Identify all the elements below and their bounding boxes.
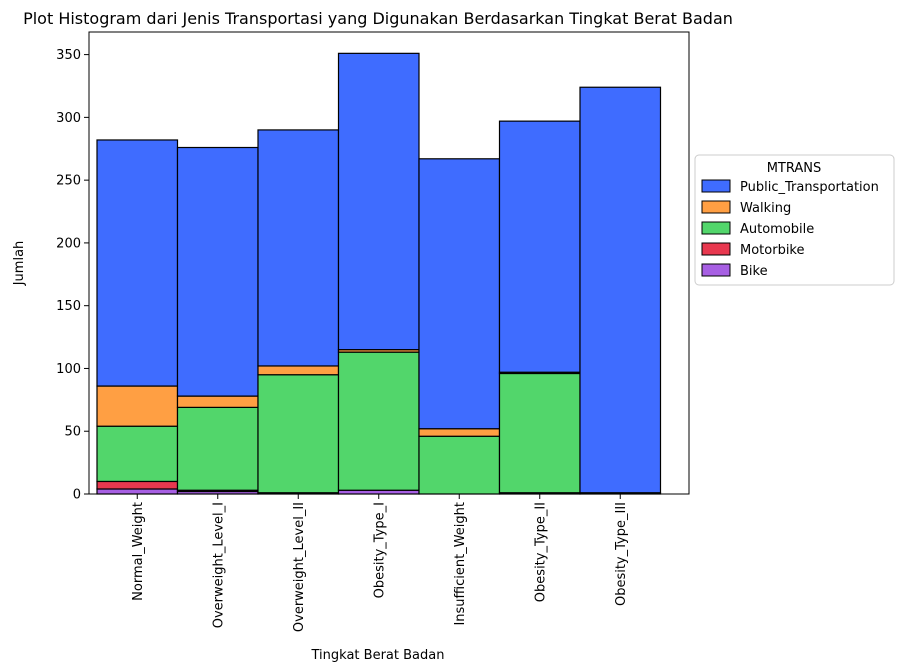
bar-automobile-obesity_type_ii <box>498 372 581 494</box>
y-tick-label: 50 <box>64 425 81 440</box>
x-tick-label: Obesity_Type_II <box>533 502 548 602</box>
legend-swatch-walking <box>701 200 731 214</box>
bar-public_transportation-obesity_type_ii <box>498 120 581 373</box>
bar-public_transportation-normal_weight <box>96 139 179 387</box>
x-tick-label: Overweight_Level_II <box>292 502 307 632</box>
legend-box <box>694 154 895 286</box>
x-axis-ticks: Normal_Weight Overweight_Level_I Overweigh… <box>131 494 629 632</box>
legend-swatch-automobile <box>701 221 731 235</box>
bar-bike-normal_weight <box>96 488 179 495</box>
bar-automobile-overweight_level_ii <box>257 374 340 494</box>
bar-automobile-insufficient_weight <box>418 435 501 495</box>
bar-walking-insufficient_weight <box>418 428 501 437</box>
bar-automobile-normal_weight <box>96 425 179 483</box>
bar-automobile-obesity_type_i <box>337 351 420 491</box>
y-tick-label: 150 <box>56 299 81 314</box>
bar-automobile-overweight_level_i <box>176 406 259 491</box>
x-tick-label: Overweight_Level_I <box>211 502 226 628</box>
legend-swatch-bike <box>701 263 731 277</box>
legend-label-automobile: Automobile <box>740 222 814 237</box>
legend-label-motorbike: Motorbike <box>740 243 805 258</box>
y-tick-label: 350 <box>56 48 81 63</box>
y-tick-label: 200 <box>56 236 81 251</box>
x-tick-label: Insufficient_Weight <box>453 502 468 626</box>
plot-frame <box>88 31 690 495</box>
bar-motorbike-normal_weight <box>96 480 179 490</box>
x-tick-label: Obesity_Type_III <box>614 502 629 606</box>
legend-label-bike: Bike <box>740 264 768 279</box>
bar-public_transportation-insufficient_weight <box>418 158 501 430</box>
bar-public_transportation-obesity_type_i <box>337 52 420 351</box>
legend-swatch-motorbike <box>701 242 731 256</box>
legend: MTRANS Public_Transportation Walking Autom… <box>694 154 895 286</box>
y-tick-label: 250 <box>56 174 81 189</box>
bar-public_transportation-overweight_level_i <box>176 146 259 397</box>
bar-walking-overweight_level_i <box>176 395 259 408</box>
y-tick-label: 100 <box>56 362 81 377</box>
bars-group <box>96 52 662 495</box>
legend-swatch-public_transportation <box>701 179 731 193</box>
chart-title: Plot Histogram dari Jenis Transportasi y… <box>23 9 733 28</box>
y-tick-label: 0 <box>73 488 81 503</box>
y-axis-label: Jumlah <box>12 241 27 287</box>
bar-walking-normal_weight <box>96 385 179 427</box>
x-axis-label: Tingkat Berat Badan <box>311 648 445 663</box>
x-tick-label: Obesity_Type_I <box>372 502 387 598</box>
bar-public_transportation-overweight_level_ii <box>257 129 340 367</box>
legend-items: Public_Transportation Walking Automobile Mo… <box>701 179 879 279</box>
y-tick-label: 300 <box>56 111 81 126</box>
legend-label-public_transportation: Public_Transportation <box>740 180 879 195</box>
x-tick-label: Normal_Weight <box>131 502 146 601</box>
bar-public_transportation-obesity_type_iii <box>579 86 662 494</box>
bar-walking-overweight_level_ii <box>257 365 340 376</box>
legend-label-walking: Walking <box>740 201 791 216</box>
y-axis-ticks: 0 50 100 150 200 250 300 350 <box>56 48 89 503</box>
legend-title: MTRANS <box>767 161 822 176</box>
